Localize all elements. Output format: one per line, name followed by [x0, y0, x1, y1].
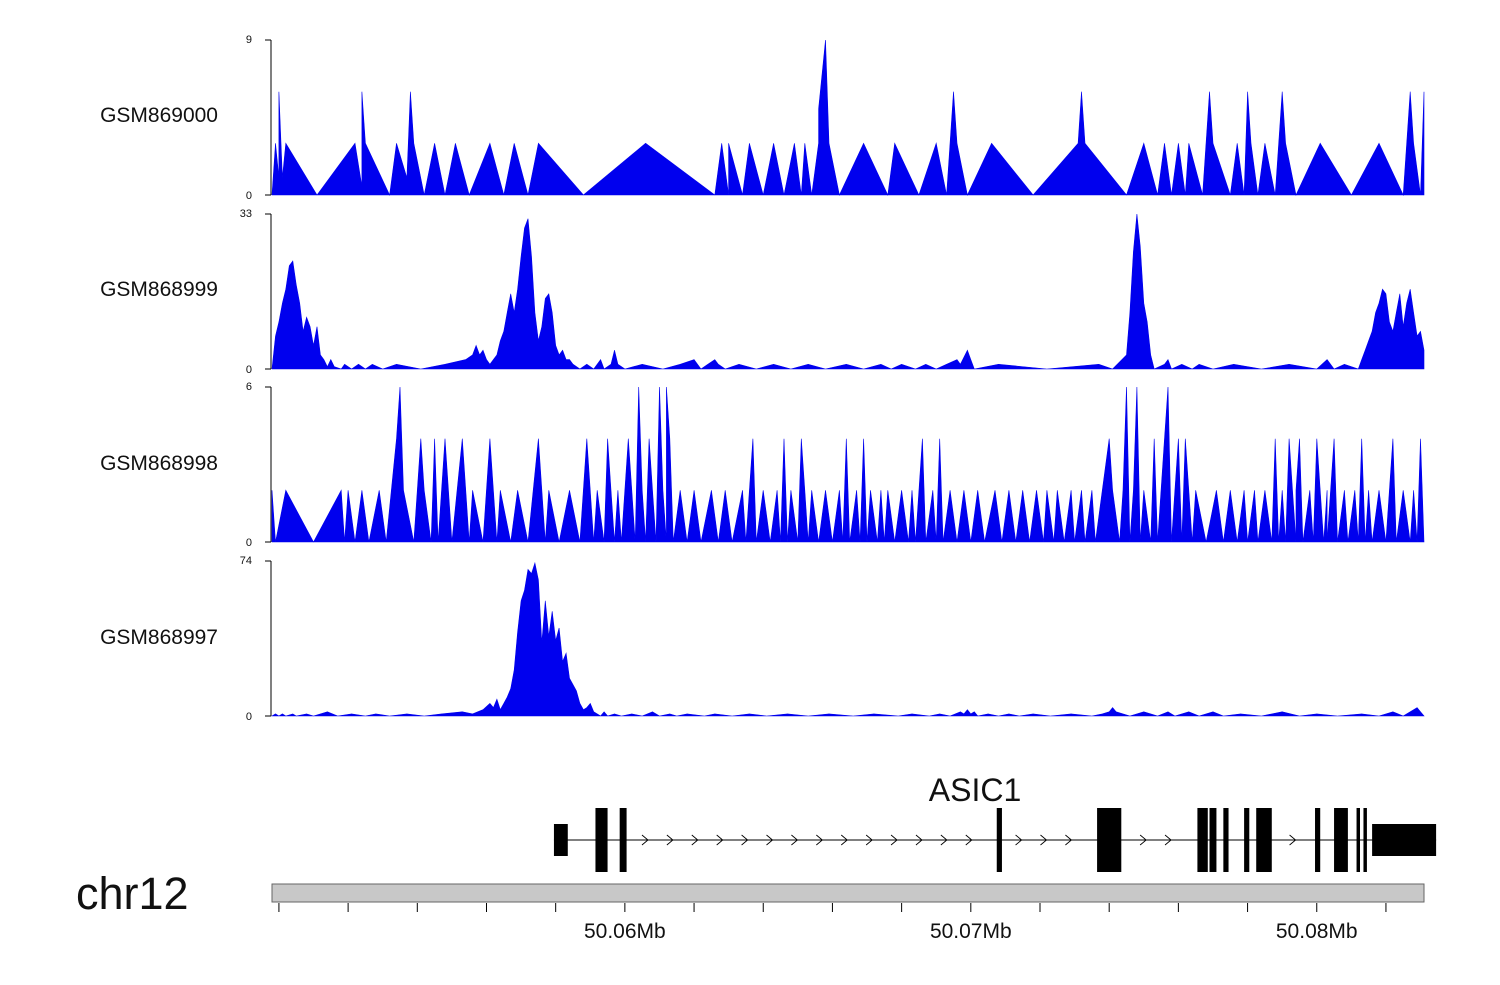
- gene-exon-block: [1197, 808, 1208, 872]
- genome-tick-label: 50.08Mb: [1276, 920, 1358, 943]
- chromosome-ideogram-bar: [271, 883, 1425, 903]
- strand-arrow-icon: [1015, 834, 1023, 846]
- gene-exon-block: [1356, 808, 1360, 872]
- gene-utr-block: [553, 824, 568, 856]
- strand-arrow-icon: [940, 834, 948, 846]
- y-tick-label-max: 9: [246, 34, 252, 46]
- strand-arrow-icon: [741, 834, 749, 846]
- y-tick-label-max: 6: [246, 381, 252, 393]
- gene-exon-block: [619, 808, 627, 872]
- y-tick-label-max: 74: [240, 555, 252, 567]
- y-tick-label-min: 0: [246, 537, 252, 549]
- strand-arrow-icon: [1289, 834, 1297, 846]
- coverage-area-gsm868999: [271, 213, 1425, 370]
- gene-exon-block: [1244, 808, 1250, 872]
- gene-exon-block: [1223, 808, 1229, 872]
- y-tick-label-min: 0: [246, 711, 252, 723]
- strand-arrow-icon: [816, 834, 824, 846]
- strand-arrow-icon: [865, 834, 873, 846]
- strand-arrow-icon: [1164, 834, 1172, 846]
- track-label-gsm868999: GSM868999: [100, 278, 218, 301]
- track-label-gsm869000: GSM869000: [100, 104, 218, 127]
- y-tick-label-min: 0: [246, 364, 252, 376]
- y-tick-label-max: 33: [240, 208, 252, 220]
- strand-arrow-icon: [840, 834, 848, 846]
- gene-name: ASIC1: [928, 772, 1022, 808]
- strand-arrow-icon: [890, 834, 898, 846]
- track-label-gsm868998: GSM868998: [100, 452, 218, 475]
- strand-arrow-icon: [691, 834, 699, 846]
- gene-exon-block: [1256, 808, 1272, 872]
- gene-utr-block: [1372, 824, 1437, 856]
- coverage-area-gsm868997: [270, 561, 1425, 717]
- strand-arrow-icon: [1065, 834, 1073, 846]
- strand-arrow-icon: [641, 834, 649, 846]
- gene-exon-block: [1315, 808, 1321, 872]
- gene-exon-block: [1209, 808, 1217, 872]
- genome-tick-label: 50.06Mb: [584, 920, 666, 943]
- genome-tick-label: 50.07Mb: [930, 920, 1012, 943]
- gene-exon-block: [595, 808, 608, 872]
- strand-arrow-icon: [915, 834, 923, 846]
- track-label-gsm868997: GSM868997: [100, 626, 218, 649]
- strand-arrow-icon: [1139, 834, 1147, 846]
- y-tick-label-min: 0: [246, 190, 252, 202]
- gene-exon-block: [996, 808, 1002, 872]
- coverage-area-gsm868998: [271, 386, 1425, 543]
- strand-arrow-icon: [716, 834, 724, 846]
- strand-arrow-icon: [1040, 834, 1048, 846]
- gene-exon-block: [1334, 808, 1348, 872]
- strand-arrow-icon: [965, 834, 973, 846]
- chromosome-label: chr12: [76, 868, 189, 919]
- gene-exon-block: [1097, 808, 1122, 872]
- gene-exon-block: [1363, 808, 1367, 872]
- strand-arrow-icon: [666, 834, 674, 846]
- coverage-area-gsm869000: [271, 39, 1425, 197]
- strand-arrow-icon: [766, 834, 774, 846]
- strand-arrow-icon: [791, 834, 799, 846]
